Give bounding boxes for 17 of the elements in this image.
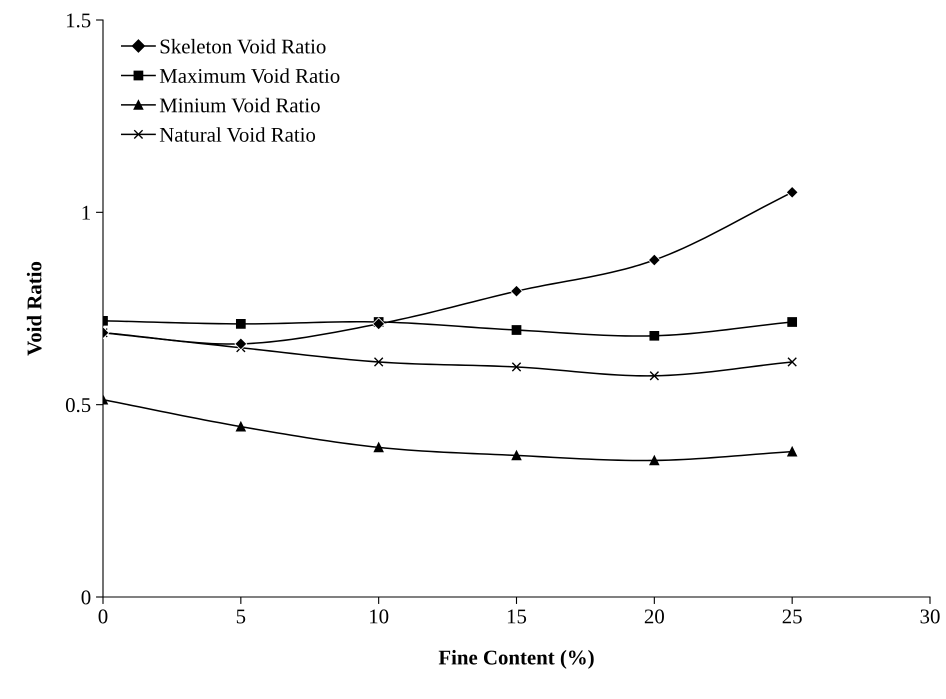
y-tick-label: 0 <box>82 590 90 604</box>
x-axis-title: Fine Content (%) <box>438 650 594 669</box>
x-tick-label: 25 <box>782 609 802 624</box>
x-tick-label: 20 <box>644 609 664 624</box>
legend-label: Natural Void Ratio <box>160 127 316 142</box>
y-tick-label: 0.5 <box>66 398 90 412</box>
x-tick-label: 15 <box>508 610 526 624</box>
legend-label: Skeleton Void Ratio <box>160 38 326 54</box>
y-axis-title: Void Ratio <box>26 262 42 356</box>
y-tick-label: 1.5 <box>66 13 90 28</box>
legend-label: Maximum Void Ratio <box>160 68 340 84</box>
x-tick-label: 30 <box>920 609 940 624</box>
y-tick-label: 1 <box>82 206 90 220</box>
x-tick-label: 5 <box>236 610 246 624</box>
x-tick-label: 0 <box>98 609 108 624</box>
x-tick-label: 10 <box>370 609 388 624</box>
legend-label: Minium Void Ratio <box>160 98 320 113</box>
